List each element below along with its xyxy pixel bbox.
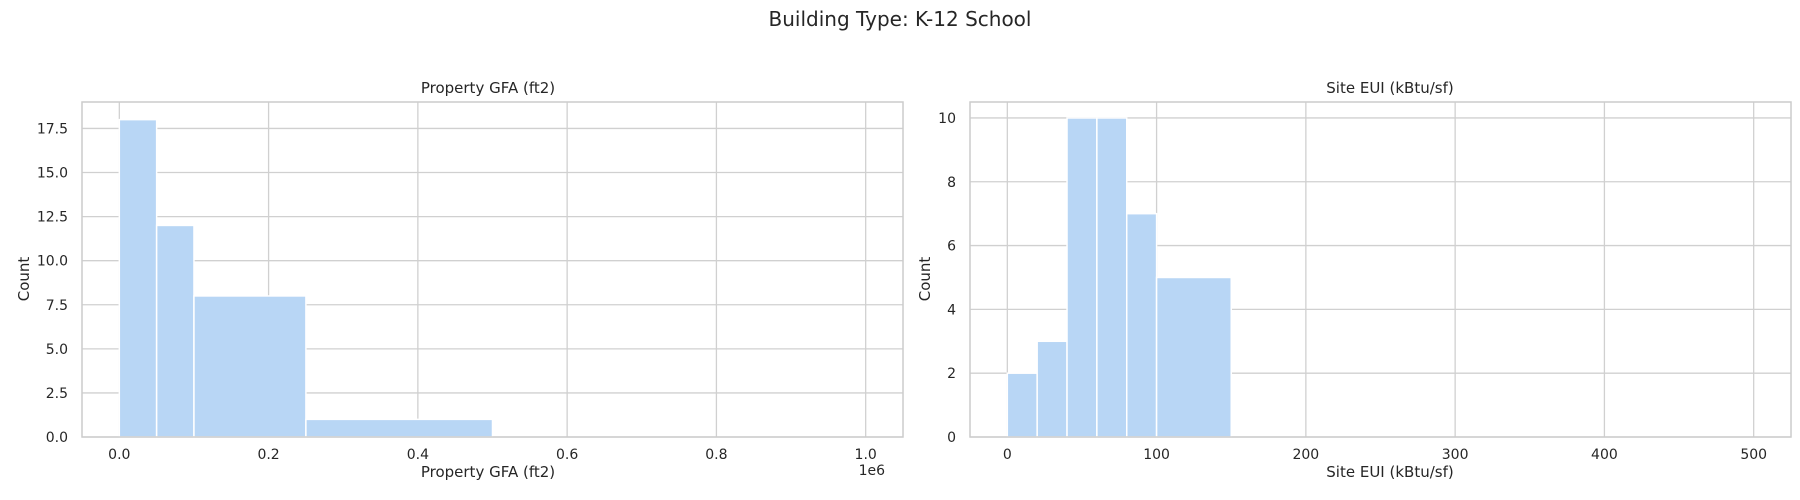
y-tick-label: 0.0 [46,430,68,446]
histogram-bar [1066,117,1098,438]
x-axis-label: Site EUI (kBtu/sf) [1326,463,1453,481]
y-tick-label: 8 [947,175,956,191]
y-tick-label: 2 [947,366,956,382]
histogram-bar [1155,276,1232,438]
histogram-site-eui: Site EUI (kBtu/sf) Site EUI (kBtu/sf) Co… [916,79,1792,481]
x-tick-label: 0.8 [705,447,727,463]
x-tick-label: 400 [1591,447,1618,463]
histogram-bar [1125,212,1158,438]
bars [118,118,494,438]
histogram-bar [305,418,494,438]
chart-title: Site EUI (kBtu/sf) [1326,79,1453,97]
y-tick-label: 17.5 [37,121,68,137]
plot-frame [81,101,904,438]
y-tick-label: 5.0 [46,342,68,358]
figure-title: Building Type: K-12 School [769,7,1032,31]
histogram-bar [155,224,195,438]
y-tick-label: 12.5 [37,210,68,226]
y-tick-label: 15.0 [37,166,68,182]
x-tick-label: 100 [1143,447,1170,463]
x-tick-label: 300 [1442,447,1469,463]
y-tick-label: 2.5 [46,386,68,402]
y-tick-label: 10.0 [37,254,68,270]
grid [82,102,903,438]
chart-title: Property GFA (ft2) [421,79,555,97]
bars [1006,117,1232,438]
x-offset-text: 1e6 [859,463,886,479]
histogram-bar [1096,117,1128,438]
x-tick-label: 0.2 [257,447,279,463]
histogram-bar [193,295,307,438]
plot-frame [969,101,1792,438]
y-tick-label: 7.5 [46,298,68,314]
x-tick-label: 1.0 [855,447,877,463]
y-tick-label: 4 [947,302,956,318]
x-axis-label: Property GFA (ft2) [421,463,555,481]
x-tick-label: 0.6 [556,447,578,463]
x-tick-label: 0 [1003,447,1012,463]
histogram-property-gfa: Property GFA (ft2) Property GFA (ft2) Co… [15,79,904,481]
histogram-bar [118,118,158,438]
y-tick-label: 10 [938,111,956,127]
x-tick-label: 200 [1292,447,1319,463]
x-tick-label: 0.4 [407,447,429,463]
y-tick-label: 6 [947,239,956,255]
y-axis-label: Count [916,257,934,302]
y-tick-label: 0 [947,430,956,446]
y-axis-label: Count [15,257,33,302]
histogram-bar [1036,340,1068,438]
x-tick-label: 0.0 [108,447,130,463]
histogram-bar [1006,372,1038,438]
x-tick-label: 500 [1740,447,1767,463]
